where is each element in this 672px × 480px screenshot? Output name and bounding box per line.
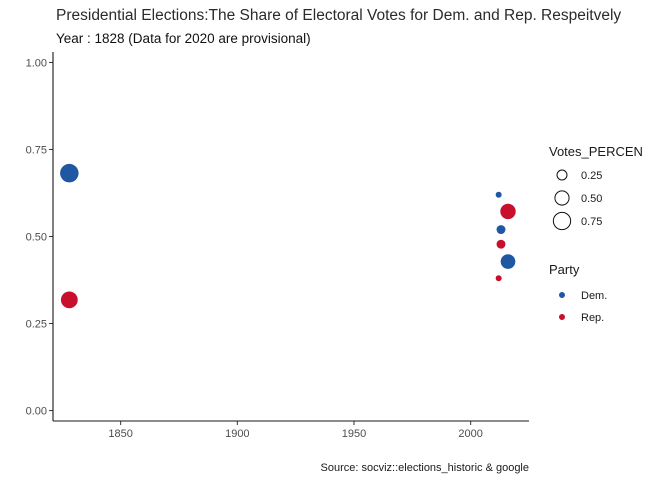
y-tick-label: 1.00 [26,57,47,69]
color-legend-key [559,314,565,320]
x-tick-label: 1850 [108,428,132,440]
x-tick-label: 2000 [458,428,482,440]
color-legend-key [559,292,565,298]
y-tick-label: 0.50 [26,232,47,244]
data-point-dem [500,254,516,269]
data-point-rep [496,239,506,249]
color-legend-title: Party [549,262,580,277]
x-tick-label: 1900 [225,428,249,440]
size-legend-items: 0.25 0.50 0.75 [552,169,602,231]
chart-caption: Source: socviz::elections_historic & goo… [321,462,530,474]
y-axis-ticks: 0.00 0.25 0.50 0.75 1.00 [26,57,53,418]
size-legend-label: 0.25 [581,170,602,182]
chart-title: Presidential Elections:The Share of Elec… [56,7,621,24]
data-point-dem [496,225,506,235]
color-legend-label: Dem. [581,290,607,302]
x-axis-ticks: 1850 1900 1950 2000 [108,421,483,440]
y-tick-label: 0.75 [26,144,47,156]
size-legend-title: Votes_PERCEN [549,144,643,159]
size-legend-key [556,169,568,181]
color-legend-items: Dem. Rep. [559,290,607,324]
color-legend-label: Rep. [581,312,604,324]
data-point-rep [60,291,78,309]
size-legend-label: 0.75 [581,216,602,228]
data-points [60,163,516,309]
x-tick-label: 1950 [342,428,366,440]
size-legend-key [554,190,570,206]
data-point-rep [495,275,502,282]
y-tick-label: 0.25 [26,319,47,331]
y-tick-label: 0.00 [26,406,47,418]
legend: Votes_PERCEN 0.25 0.50 0.75 Party Dem. Rep. [549,144,643,324]
size-legend-label: 0.50 [581,193,602,205]
data-point-dem [60,163,79,183]
plot-area: 0.00 0.25 0.50 0.75 1.00 1850 1900 1950 2000 [26,52,529,440]
data-point-dem [495,191,502,198]
size-legend-key [552,211,572,231]
chart-subtitle: Year : 1828 (Data for 2020 are provision… [56,31,311,46]
data-point-rep [500,203,516,220]
